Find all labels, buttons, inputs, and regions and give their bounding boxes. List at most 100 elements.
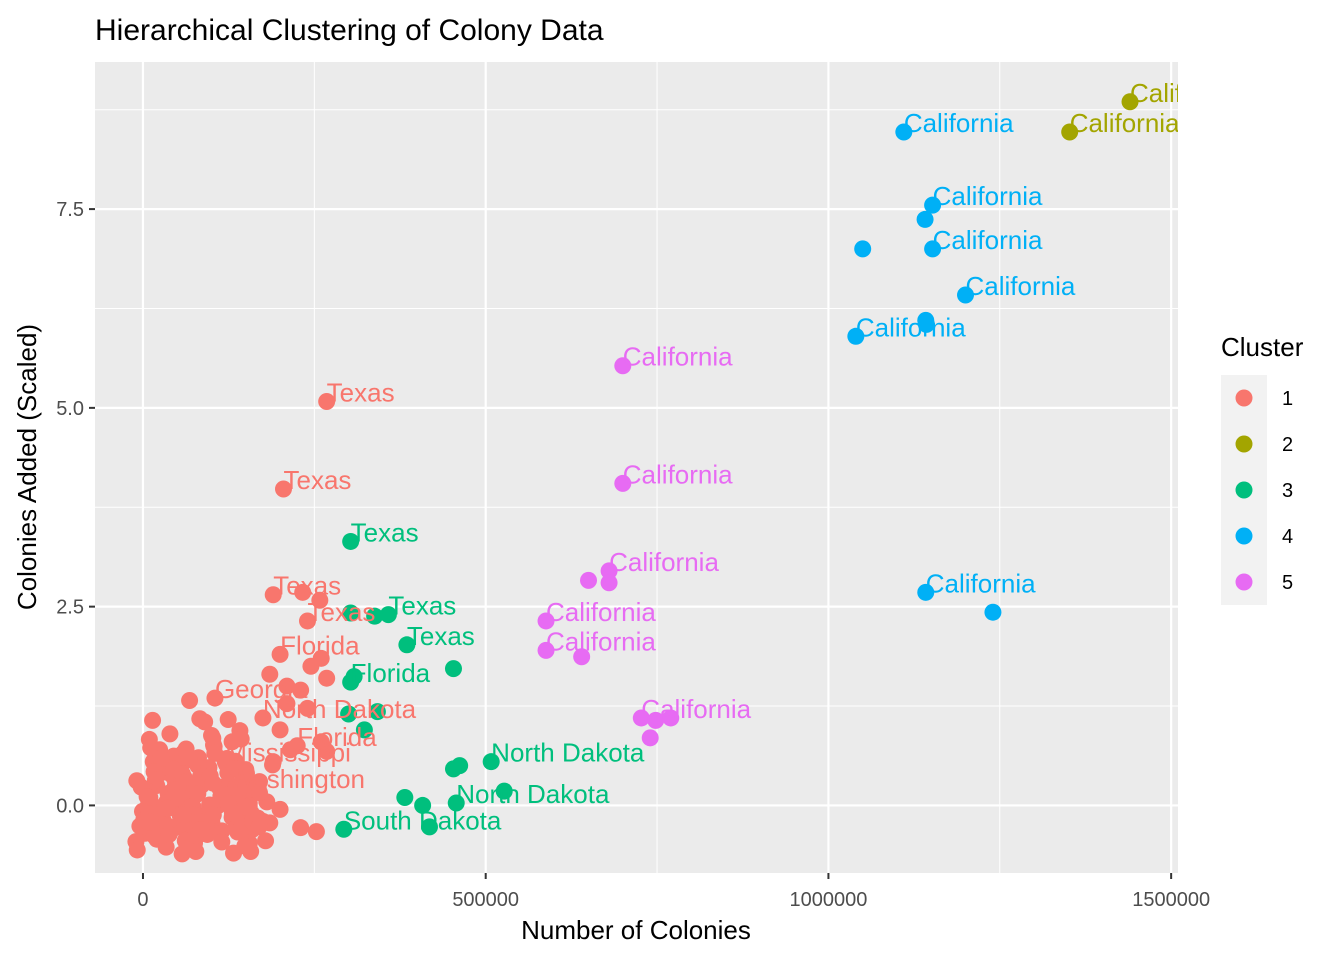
x-tick-label: 1500000 bbox=[1132, 889, 1210, 911]
point-cluster-1 bbox=[278, 695, 296, 713]
point-cluster-3 bbox=[414, 796, 432, 814]
point-cluster-1 bbox=[152, 749, 170, 767]
x-tick-label: 500000 bbox=[452, 889, 519, 911]
y-tick-label: 2.5 bbox=[56, 597, 84, 619]
point-cluster-3 bbox=[444, 660, 462, 678]
point-cluster-1 bbox=[236, 837, 254, 855]
point-cluster-1 bbox=[145, 827, 163, 845]
point-cluster-1 bbox=[298, 699, 316, 717]
point-cluster-1 bbox=[178, 840, 196, 858]
point-label: California bbox=[1070, 108, 1180, 138]
point-cluster-2 bbox=[1121, 93, 1139, 111]
point-cluster-3 bbox=[335, 820, 353, 838]
point-label: California bbox=[904, 108, 1014, 138]
point-cluster-3 bbox=[420, 818, 438, 836]
point-label: South Dakota bbox=[344, 805, 502, 835]
point-cluster-1 bbox=[298, 612, 316, 630]
point-label: Florida bbox=[280, 630, 360, 660]
legend-key-4 bbox=[1235, 527, 1253, 545]
point-cluster-4 bbox=[854, 240, 872, 258]
point-cluster-1 bbox=[229, 823, 247, 841]
plot-panel bbox=[95, 62, 1178, 873]
point-cluster-1 bbox=[192, 821, 210, 839]
point-label: Texas bbox=[327, 378, 395, 408]
point-cluster-3 bbox=[366, 607, 384, 625]
point-label: California bbox=[966, 271, 1076, 301]
point-cluster-3 bbox=[444, 760, 462, 778]
point-cluster-4 bbox=[917, 583, 935, 601]
point-cluster-4 bbox=[917, 315, 935, 333]
point-cluster-1 bbox=[251, 784, 269, 802]
x-axis-title: Number of Colonies bbox=[521, 915, 751, 945]
point-cluster-1 bbox=[144, 711, 162, 729]
point-label: North Dakota bbox=[491, 738, 645, 768]
point-label: California bbox=[609, 547, 719, 577]
point-label: California bbox=[546, 597, 656, 627]
point-cluster-3 bbox=[345, 668, 363, 686]
point-cluster-1 bbox=[250, 817, 268, 835]
point-cluster-1 bbox=[261, 665, 279, 683]
point-cluster-1 bbox=[157, 838, 175, 856]
point-cluster-5 bbox=[537, 612, 555, 630]
point-cluster-1 bbox=[237, 764, 255, 782]
point-cluster-4 bbox=[924, 240, 942, 258]
point-cluster-5 bbox=[614, 357, 632, 375]
point-cluster-1 bbox=[278, 677, 296, 695]
point-label: Florida bbox=[351, 658, 431, 688]
point-cluster-1 bbox=[206, 744, 224, 762]
point-cluster-1 bbox=[204, 806, 222, 824]
point-cluster-1 bbox=[307, 823, 325, 841]
x-axis-ticks: 0 500000 1000000 1500000 bbox=[137, 873, 1210, 911]
point-cluster-1 bbox=[128, 841, 146, 859]
point-cluster-3 bbox=[495, 782, 513, 800]
point-cluster-5 bbox=[537, 641, 555, 659]
point-cluster-4 bbox=[916, 210, 934, 228]
point-cluster-1 bbox=[180, 749, 198, 767]
point-cluster-1 bbox=[274, 480, 292, 498]
point-cluster-1 bbox=[318, 393, 336, 411]
point-cluster-1 bbox=[174, 806, 192, 824]
point-cluster-1 bbox=[271, 800, 289, 818]
legend-key-2 bbox=[1235, 435, 1253, 453]
point-cluster-4 bbox=[924, 196, 942, 214]
point-label: Texas bbox=[388, 591, 456, 621]
point-label: California bbox=[623, 459, 733, 489]
point-label: North Dakota bbox=[263, 694, 417, 724]
point-cluster-1 bbox=[204, 774, 222, 792]
point-label: California bbox=[1130, 78, 1240, 108]
point-cluster-3 bbox=[355, 721, 373, 739]
point-cluster-1 bbox=[213, 833, 231, 851]
point-label: Texas bbox=[307, 597, 375, 627]
point-label: California bbox=[623, 342, 733, 372]
point-cluster-1 bbox=[191, 710, 209, 728]
point-label: Mississippi bbox=[225, 738, 351, 768]
point-cluster-1 bbox=[281, 741, 299, 759]
point-label: Texas bbox=[407, 621, 475, 651]
point-cluster-1 bbox=[232, 730, 250, 748]
legend: Cluster 1 2 3 4 5 bbox=[1221, 332, 1304, 605]
point-cluster-3 bbox=[340, 705, 358, 723]
grid-major bbox=[95, 62, 1178, 873]
point-cluster-1 bbox=[318, 669, 336, 687]
point-cluster-1 bbox=[160, 825, 178, 843]
point-label: Texas bbox=[351, 517, 419, 547]
point-cluster-4 bbox=[957, 286, 975, 304]
point-cluster-1 bbox=[311, 591, 329, 609]
y-tick-label: 7.5 bbox=[56, 199, 84, 221]
point-labels: TexasTexasTexasTexasFloridaGeorgiaNorth … bbox=[215, 78, 1240, 836]
chart-title: Hierarchical Clustering of Colony Data bbox=[95, 14, 604, 47]
point-label: California bbox=[933, 181, 1043, 211]
point-cluster-3 bbox=[398, 636, 416, 654]
point-label: California bbox=[546, 626, 656, 656]
point-cluster-1 bbox=[141, 813, 159, 831]
legend-label: 1 bbox=[1282, 388, 1293, 410]
point-cluster-5 bbox=[632, 709, 650, 727]
grid-minor bbox=[95, 62, 1178, 873]
legend-label: 4 bbox=[1282, 526, 1293, 548]
point-cluster-5 bbox=[614, 474, 632, 492]
point-label: Texas bbox=[283, 465, 351, 495]
point-cluster-4 bbox=[984, 603, 1002, 621]
point-cluster-1 bbox=[292, 819, 310, 837]
point-cluster-3 bbox=[342, 532, 360, 550]
